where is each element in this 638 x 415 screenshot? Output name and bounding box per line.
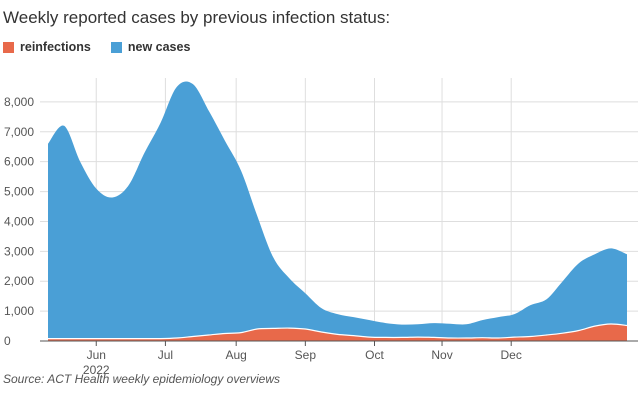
y-tick-label-0: 0 xyxy=(4,334,11,348)
y-tick-label-1: 1,000 xyxy=(4,304,34,318)
x-tick-label-6: Dec xyxy=(501,348,522,362)
legend-item-new-cases: new cases xyxy=(110,40,191,54)
area-new-cases xyxy=(48,81,627,341)
legend-swatch-reinfections xyxy=(3,41,14,53)
x-tick-label-1: Jul xyxy=(158,348,173,362)
y-tick-label-7: 7,000 xyxy=(4,125,34,139)
y-tick-label-4: 4,000 xyxy=(4,214,34,228)
x-tick-label-5: Nov xyxy=(431,348,452,362)
chart-title: Weekly reported cases by previous infect… xyxy=(3,8,391,27)
legend-label-new-cases: new cases xyxy=(127,40,191,54)
legend-label-reinfections: reinfections xyxy=(20,40,91,54)
x-tick-label-4: Oct xyxy=(365,348,384,362)
y-tick-label-6: 6,000 xyxy=(4,155,34,169)
y-tick-label-5: 5,000 xyxy=(4,185,34,199)
y-tick-label-8: 8,000 xyxy=(4,95,34,109)
source-note: Source: ACT Health weekly epidemiology o… xyxy=(3,372,281,386)
y-tick-label-2: 2,000 xyxy=(4,274,34,288)
x-tick-label-3: Sep xyxy=(295,348,317,362)
legend-swatch-new-cases xyxy=(110,41,122,53)
series-boundary-line xyxy=(48,323,628,340)
y-tick-label-3: 3,000 xyxy=(4,244,34,258)
legend: reinfections new cases xyxy=(3,40,210,54)
x-tick-label-0: Jun xyxy=(87,348,106,362)
legend-item-reinfections: reinfections xyxy=(3,40,91,54)
x-tick-label-2: Aug xyxy=(225,348,246,362)
x-tick-sublabel-0: 2022 xyxy=(83,363,110,377)
